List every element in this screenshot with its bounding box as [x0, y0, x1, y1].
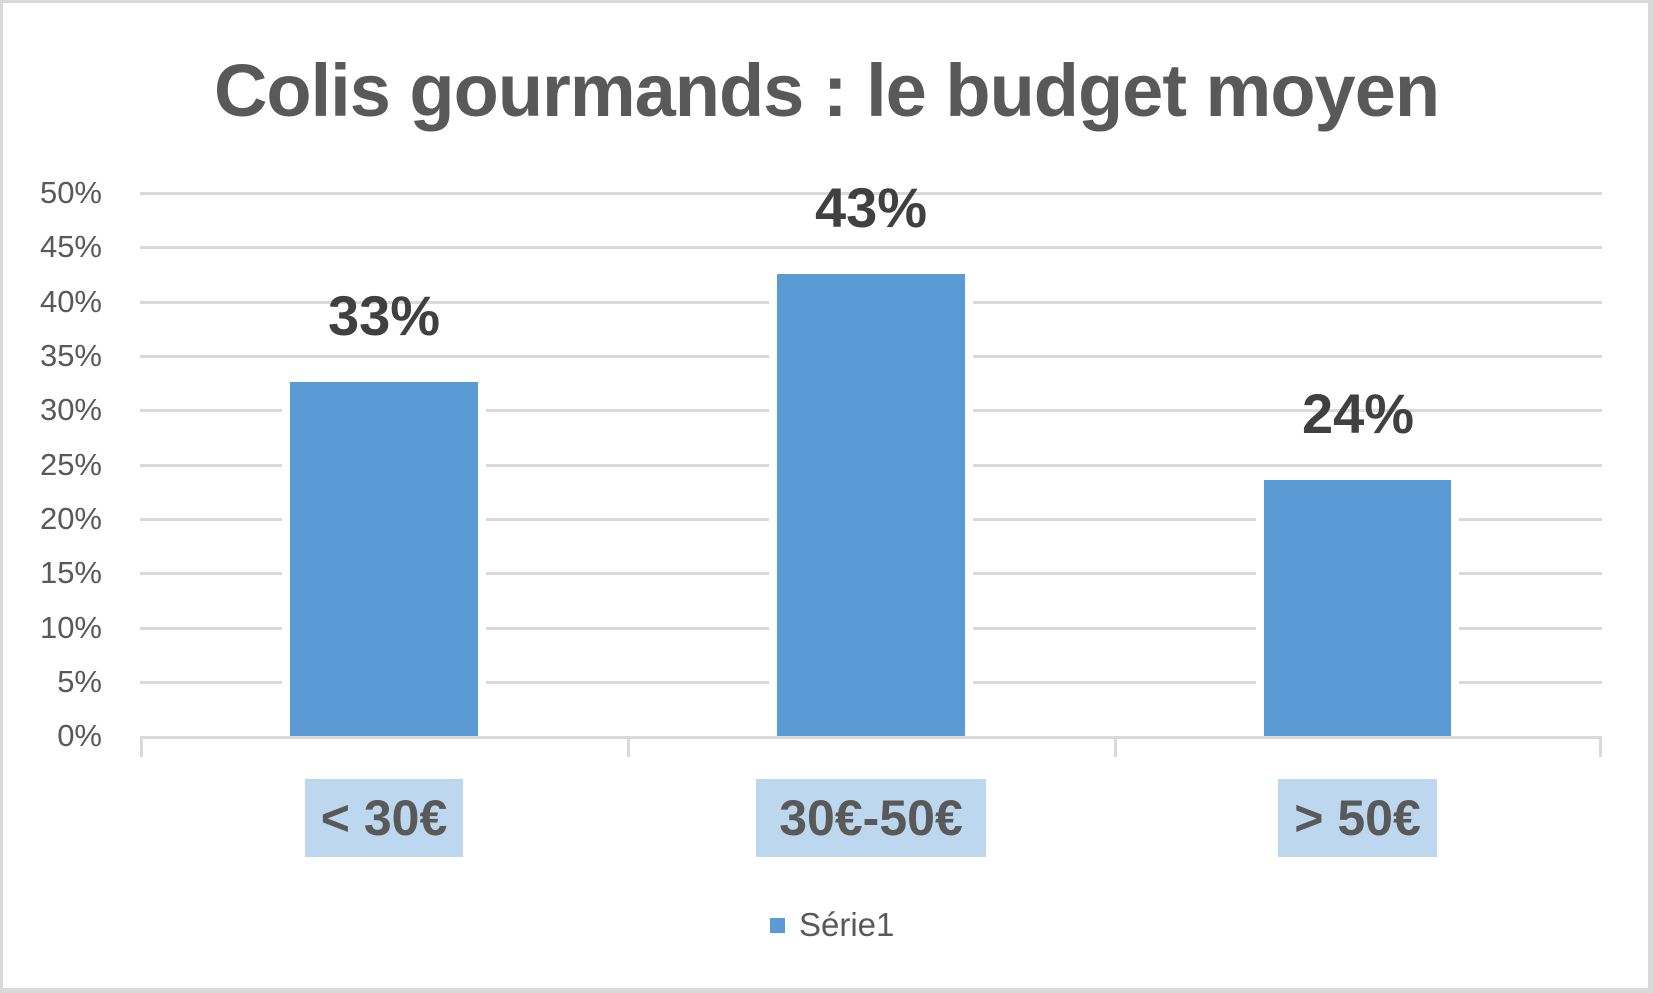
y-tick-label: 10%: [39, 610, 102, 645]
x-axis-tick: [627, 737, 630, 757]
gridline: [140, 192, 1602, 195]
category-label: < 30€: [305, 779, 463, 857]
y-tick-label: 35%: [39, 338, 102, 373]
x-axis-line: [140, 736, 1602, 739]
data-label: 24%: [1301, 382, 1415, 445]
legend-swatch-icon: [770, 917, 785, 933]
x-axis-tick: [1114, 737, 1117, 757]
bar-gt-50[interactable]: [1264, 480, 1451, 736]
y-tick-label: 25%: [39, 447, 102, 482]
y-tick-label: 45%: [39, 229, 102, 264]
y-tick-label: 40%: [39, 284, 102, 319]
gridline: [140, 246, 1602, 249]
y-tick-label: 30%: [39, 392, 102, 427]
y-tick-label: 5%: [57, 664, 102, 699]
y-tick-label: 15%: [39, 555, 102, 590]
category-label: > 50€: [1278, 779, 1437, 857]
category-label: 30€-50€: [756, 779, 986, 857]
x-axis-tick: [1599, 737, 1602, 757]
legend-label: Série1: [799, 906, 895, 943]
data-label: 43%: [814, 176, 928, 239]
y-tick-label: 20%: [39, 501, 102, 536]
y-tick-label: 0%: [57, 718, 102, 753]
x-axis-tick: [140, 737, 143, 757]
data-label: 33%: [327, 284, 441, 347]
y-tick-label: 50%: [39, 175, 102, 210]
legend: Série1: [770, 905, 894, 945]
bar-lt-30[interactable]: [290, 382, 478, 736]
chart-title: Colis gourmands : le budget moyen: [213, 49, 1440, 132]
bar-30-50[interactable]: [777, 274, 965, 736]
